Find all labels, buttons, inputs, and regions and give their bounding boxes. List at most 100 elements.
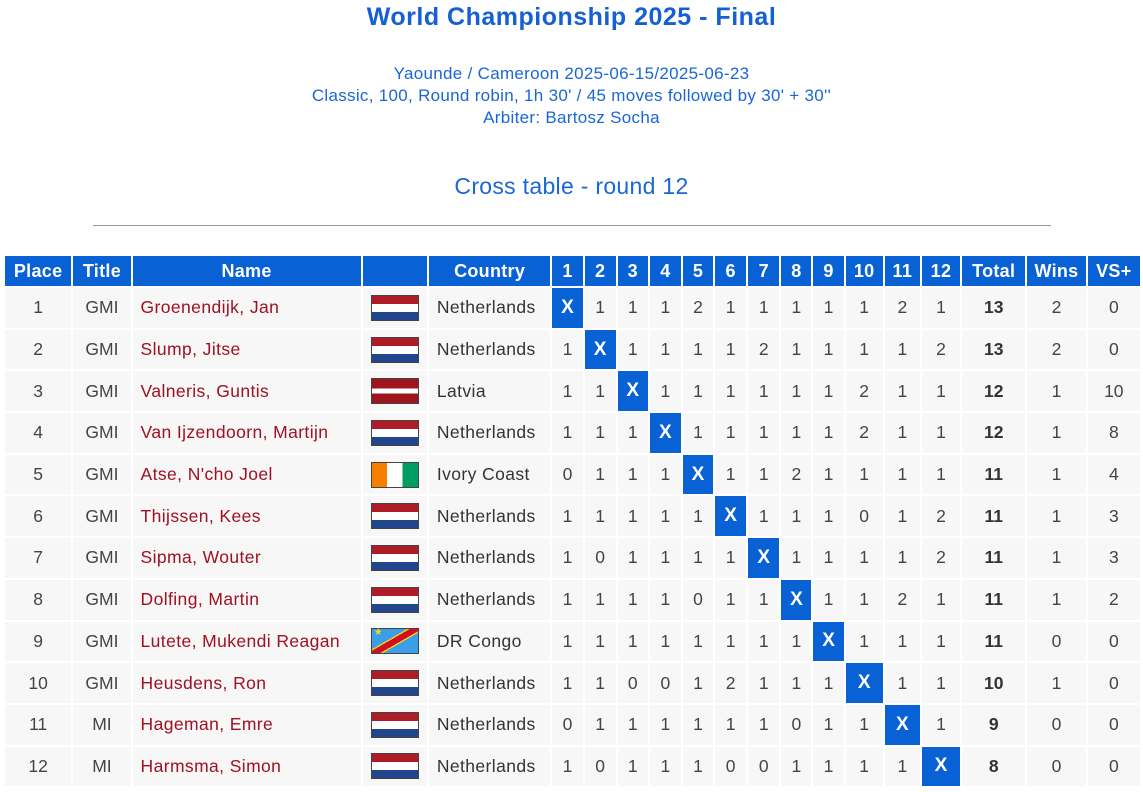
score-cell: 1 <box>649 454 681 495</box>
score-cell: 1 <box>715 288 747 328</box>
header-round-6[interactable]: 6 <box>715 256 747 286</box>
wins-cell: 2 <box>1027 288 1086 328</box>
wins-cell: 1 <box>1027 371 1086 412</box>
player-name[interactable]: Sipma, Wouter <box>132 538 361 578</box>
header-round-5[interactable]: 5 <box>682 256 714 286</box>
header-vs[interactable]: VS+ <box>1087 256 1140 286</box>
table-row: 3 GMI Valneris, Guntis Latvia 1 1 X 1 1 1 1 1 1 2 1 1 12… <box>5 371 1140 412</box>
player-name[interactable]: Valneris, Guntis <box>132 371 361 412</box>
table-row: 8 GMI Dolfing, Martin Netherlands 1 1 1 1 0 1 1 X 1 1… <box>5 579 1140 620</box>
flag-cell <box>362 454 427 495</box>
player-name[interactable]: Hageman, Emre <box>132 704 361 745</box>
place-cell: 11 <box>5 704 72 745</box>
score-cell: 1 <box>617 329 648 370</box>
flag-nl-icon <box>370 586 419 613</box>
player-name[interactable]: Thijssen, Kees <box>132 496 361 537</box>
vs-cell: 3 <box>1087 538 1140 578</box>
score-cell: 1 <box>682 538 714 578</box>
header-round-8[interactable]: 8 <box>781 256 812 286</box>
player-name[interactable]: Slump, Jitse <box>132 329 361 370</box>
score-cell: 1 <box>682 371 714 412</box>
score-cell: 1 <box>552 496 583 537</box>
total-cell: 13 <box>962 288 1026 328</box>
score-cell: 0 <box>781 704 812 745</box>
header-title[interactable]: Title <box>73 256 131 286</box>
total-cell: 13 <box>962 329 1026 370</box>
score-cell: 1 <box>884 454 920 495</box>
table-row: 12 MI Harmsma, Simon Netherlands 1 0 1 1 1 0 0 1 1 1 1… <box>5 746 1140 787</box>
flag-nl-icon <box>370 711 419 738</box>
flag-cell <box>362 746 427 787</box>
player-name[interactable]: Atse, N'cho Joel <box>132 454 361 495</box>
score-cell: 1 <box>715 579 747 620</box>
score-cell: 1 <box>921 288 961 328</box>
header-round-9[interactable]: 9 <box>813 256 844 286</box>
score-cell: 2 <box>884 579 920 620</box>
section-title: Cross table - round 12 <box>454 173 689 199</box>
country-cell: Netherlands <box>428 663 551 703</box>
vs-cell: 3 <box>1087 496 1140 537</box>
score-cell: 1 <box>845 329 883 370</box>
score-cell: 2 <box>921 329 961 370</box>
country-cell: Netherlands <box>428 329 551 370</box>
score-cell: 1 <box>921 413 961 453</box>
player-name[interactable]: Van Ijzendoorn, Martijn <box>132 413 361 453</box>
score-cell: 1 <box>813 746 844 787</box>
score-cell: 1 <box>617 496 648 537</box>
wins-cell: 1 <box>1027 579 1086 620</box>
flag-cell <box>362 663 427 703</box>
score-cell: 1 <box>649 538 681 578</box>
country-cell: Netherlands <box>428 704 551 745</box>
score-cell: 1 <box>617 454 648 495</box>
country-cell: Ivory Coast <box>428 454 551 495</box>
score-cell: 1 <box>649 746 681 787</box>
header-wins[interactable]: Wins <box>1027 256 1086 286</box>
header-round-10[interactable]: 10 <box>845 256 883 286</box>
vs-cell: 2 <box>1087 579 1140 620</box>
header-round-1[interactable]: 1 <box>552 256 583 286</box>
header-round-7[interactable]: 7 <box>748 256 780 286</box>
header-round-2[interactable]: 2 <box>584 256 616 286</box>
header-total[interactable]: Total <box>962 256 1026 286</box>
player-name[interactable]: Harmsma, Simon <box>132 746 361 787</box>
table-row: 7 GMI Sipma, Wouter Netherlands 1 0 1 1 1 1 X 1 1 1 1 2… <box>5 538 1140 578</box>
player-name[interactable]: Lutete, Mukendi Reagan <box>132 621 361 662</box>
header-name[interactable]: Name <box>132 256 361 286</box>
place-cell: 3 <box>5 371 72 412</box>
score-cell: 1 <box>748 496 780 537</box>
player-name[interactable]: Heusdens, Ron <box>132 663 361 703</box>
score-cell: 1 <box>617 413 648 453</box>
header-round-11[interactable]: 11 <box>884 256 920 286</box>
header-place[interactable]: Place <box>5 256 72 286</box>
title-cell: GMI <box>73 579 131 620</box>
header-round-4[interactable]: 4 <box>649 256 681 286</box>
score-cell: 1 <box>552 621 583 662</box>
score-cell: 1 <box>649 329 681 370</box>
total-cell: 12 <box>962 371 1026 412</box>
score-cell: 0 <box>552 704 583 745</box>
score-cell: 2 <box>715 663 747 703</box>
score-cell: 0 <box>649 663 681 703</box>
score-cell: 1 <box>921 454 961 495</box>
self-cell: X <box>617 371 648 412</box>
score-cell: 0 <box>748 746 780 787</box>
header-round-3[interactable]: 3 <box>617 256 648 286</box>
flag-cell <box>362 538 427 578</box>
header-country[interactable]: Country <box>428 256 551 286</box>
total-cell: 11 <box>962 538 1026 578</box>
arbiter: Arbiter: Bartosz Socha <box>483 108 660 127</box>
header-round-12[interactable]: 12 <box>921 256 961 286</box>
score-cell: 1 <box>617 621 648 662</box>
header-row: Place Title Name Country 1 2 3 4 5 6 7 8 9 10 11 12… <box>5 256 1140 286</box>
player-name[interactable]: Dolfing, Martin <box>132 579 361 620</box>
flag-cell <box>362 704 427 745</box>
total-cell: 11 <box>962 454 1026 495</box>
score-cell: 1 <box>682 704 714 745</box>
player-name[interactable]: Groenendijk, Jan <box>132 288 361 328</box>
score-cell: 1 <box>845 746 883 787</box>
table-row: 1 GMI Groenendijk, Jan Netherlands X 1 1 1 2 1 1 1 1… <box>5 288 1140 328</box>
score-cell: 0 <box>584 746 616 787</box>
score-cell: 2 <box>781 454 812 495</box>
score-cell: 2 <box>748 329 780 370</box>
score-cell: 1 <box>781 371 812 412</box>
